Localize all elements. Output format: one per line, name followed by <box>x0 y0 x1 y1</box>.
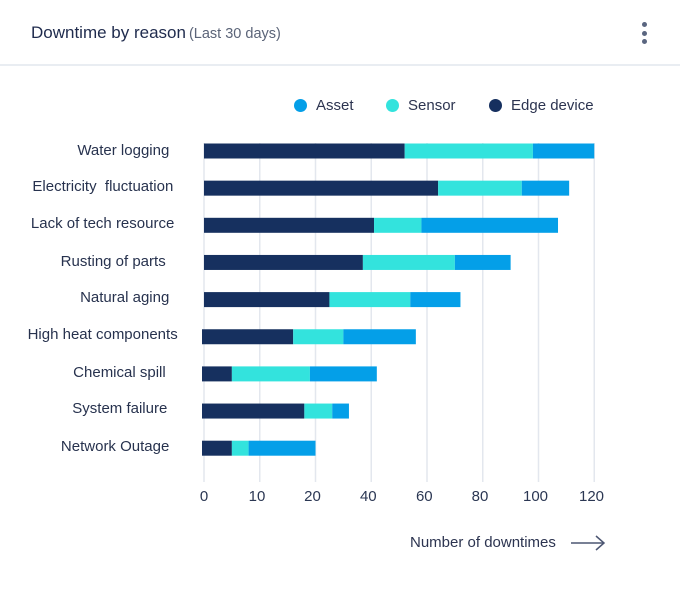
bar-edge-device-electricity-fluctuation[interactable]: Electricity fluctuation — Edge device: 6… <box>204 180 439 196</box>
menu-dot <box>641 30 647 36</box>
bar-edge-device-lack-of-tech-resource[interactable]: Lack of tech resource — Edge device: 41 <box>204 217 375 233</box>
bar-asset-lack-of-tech-resource[interactable]: Lack of tech resource — Asset: 49 <box>421 217 559 233</box>
legend-label-sensor: Sensor <box>408 96 456 114</box>
bar-sensor-chemical-spill[interactable]: Chemical spill — Sensor: 14 <box>231 366 310 382</box>
bar-sensor-network-outage[interactable]: Network Outage — Sensor: 3 <box>231 440 249 456</box>
bar-edge-device-high-heat-components[interactable]: High heat components — Edge device: 16 <box>202 329 294 345</box>
header-divider <box>0 64 680 66</box>
category-label: Water logging <box>77 141 170 159</box>
bar-asset-natural-aging[interactable]: Natural aging — Asset: 18 <box>410 292 461 308</box>
legend-dot-edge-device <box>489 98 502 112</box>
menu-dot <box>641 22 647 27</box>
x-tick-label: 120 <box>578 488 605 505</box>
gridlines <box>203 143 595 482</box>
card-title: Downtime by reason <box>31 23 186 42</box>
card-header: Downtime by reason (Last 30 days) <box>31 23 281 44</box>
bar-sensor-rusting-of-parts[interactable]: Rusting of parts — Sensor: 33 <box>362 254 455 270</box>
bar-edge-device-chemical-spill[interactable]: Chemical spill — Edge device: 5 <box>202 366 232 382</box>
category-label: High heat components <box>27 326 178 343</box>
bar-sensor-system-failure[interactable]: System failure — Sensor: 8 <box>304 403 333 419</box>
legend-dot-asset <box>294 98 307 112</box>
x-tick-label: 10 <box>248 488 266 505</box>
x-tick-label: 60 <box>415 488 433 505</box>
bar-asset-rusting-of-parts[interactable]: Rusting of parts — Asset: 20 <box>454 254 511 270</box>
category-label: Rusting of parts <box>60 253 166 270</box>
bar-sensor-lack-of-tech-resource[interactable]: Lack of tech resource — Sensor: 17 <box>374 217 422 233</box>
x-tick-label: 0 <box>199 488 209 505</box>
bar-edge-device-network-outage[interactable]: Network Outage — Edge device: 5 <box>202 440 232 456</box>
kebab-vertical-icon[interactable] <box>634 18 654 48</box>
x-tick-label: 100 <box>522 488 549 505</box>
bar-edge-device-system-failure[interactable]: System failure — Edge device: 18 <box>202 403 305 419</box>
x-tick-label: 80 <box>471 488 489 505</box>
category-label: Electricity fluctuation <box>32 177 174 195</box>
category-label: Lack of tech resource <box>30 215 175 232</box>
card-subtitle: (Last 30 days) <box>188 26 281 42</box>
legend-item-sensor[interactable]: Sensor <box>386 96 456 114</box>
bar-asset-chemical-spill[interactable]: Chemical spill — Asset: 23 <box>309 366 377 382</box>
bar-sensor-high-heat-components[interactable]: High heat components — Sensor: 14 <box>293 329 344 345</box>
bar-asset-system-failure[interactable]: System failure — Asset: 6 <box>332 403 349 419</box>
bar-sensor-electricity-fluctuation[interactable]: Electricity fluctuation — Sensor: 30 <box>438 180 522 196</box>
axis-arrow-icon <box>571 535 606 551</box>
category-label: Natural aging <box>80 288 170 306</box>
category-label: Network Outage <box>60 437 170 455</box>
category-label: Chemical spill <box>73 364 166 382</box>
bar-sensor-natural-aging[interactable]: Natural aging — Sensor: 29 <box>329 292 411 308</box>
bar-asset-network-outage[interactable]: Network Outage — Asset: 12 <box>248 440 316 456</box>
bars: Water logging — Edge device: 52Water log… <box>202 143 595 456</box>
x-axis-title: Number of downtimes <box>410 534 556 551</box>
category-label: System failure <box>72 400 168 418</box>
x-tick-label: 20 <box>304 488 321 505</box>
legend-label-asset: Asset <box>316 96 354 114</box>
bar-edge-device-water-logging[interactable]: Water logging — Edge device: 52 <box>204 143 405 159</box>
bar-sensor-water-logging[interactable]: Water logging — Sensor: 46 <box>404 143 533 159</box>
bar-edge-device-natural-aging[interactable]: Natural aging — Edge device: 25 <box>204 292 330 308</box>
legend-item-edge-device[interactable]: Edge device <box>489 96 594 114</box>
bar-edge-device-rusting-of-parts[interactable]: Rusting of parts — Edge device: 37 <box>204 254 363 270</box>
x-tick-label: 40 <box>359 488 377 505</box>
bar-asset-high-heat-components[interactable]: High heat components — Asset: 26 <box>343 329 416 345</box>
legend-label-edge-device: Edge device <box>511 96 594 114</box>
menu-dot <box>641 39 647 44</box>
bar-asset-water-logging[interactable]: Water logging — Asset: 22 <box>532 143 595 159</box>
legend-dot-sensor <box>386 98 399 112</box>
bar-asset-electricity-fluctuation[interactable]: Electricity fluctuation — Asset: 17 <box>521 180 570 196</box>
legend-item-asset[interactable]: Asset <box>294 96 354 114</box>
